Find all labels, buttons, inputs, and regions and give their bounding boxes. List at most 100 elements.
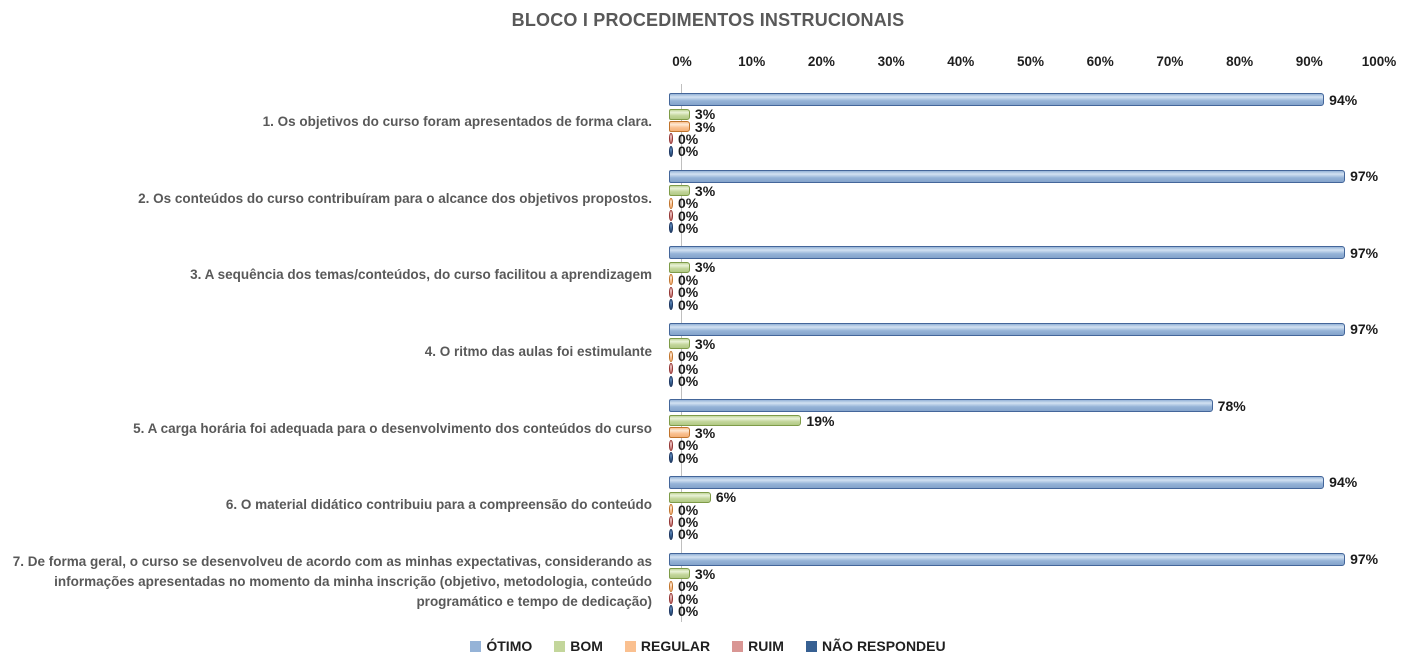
bar-não-respondeu (669, 299, 673, 311)
category-cell: 5. A carga horária foi adequada para o d… (0, 390, 668, 467)
bar-ótimo (669, 399, 1213, 413)
legend-swatch (805, 640, 817, 652)
bar-ruim (669, 363, 673, 375)
value-label: 0% (678, 195, 699, 212)
x-tick-label: 40% (947, 54, 975, 69)
bar-row: 3% (669, 566, 1416, 582)
value-label: 97% (1350, 321, 1379, 338)
bar-row: 94% (669, 91, 1416, 108)
value-label: 0% (678, 513, 699, 530)
bar-row: 0% (669, 373, 1416, 389)
value-label: 0% (678, 578, 699, 595)
bar-não-respondeu (669, 222, 673, 234)
value-label: 0% (678, 590, 699, 607)
value-label: 78% (1217, 397, 1246, 414)
category-cell: 6. O material didático contribuiu para a… (0, 467, 668, 544)
category-label: 4. O ritmo das aulas foi estimulante (424, 344, 652, 360)
bar-ótimo (669, 246, 1346, 260)
category-cell: 1. Os objetivos do curso foram apresenta… (0, 84, 668, 161)
bar-row: 0% (669, 578, 1416, 595)
bar-row: 97% (669, 244, 1416, 261)
value-label: 19% (806, 412, 835, 429)
value-label: 3% (694, 118, 716, 135)
bar-ótimo (669, 169, 1346, 183)
bar-row: 0% (669, 130, 1416, 147)
bar-row: 0% (669, 361, 1416, 377)
bar-group: 5. A carga horária foi adequada para o d… (0, 390, 1416, 467)
bar-ótimo (669, 93, 1325, 106)
category-cell: 2. Os conteúdos do curso contribuíram pa… (0, 161, 668, 238)
legend-swatch (732, 640, 744, 652)
bar-ruim (669, 210, 673, 222)
bars-cell: 94% 6% 0% 0% 0% (668, 467, 1416, 544)
bar-row: 0% (669, 502, 1416, 518)
value-label: 0% (678, 130, 699, 147)
bar-row: 6% (669, 489, 1416, 505)
legend-label: ÓTIMO (486, 638, 533, 654)
bar-não-respondeu (669, 528, 673, 540)
bar-row: 0% (669, 603, 1416, 619)
value-label: 0% (678, 271, 699, 288)
bar-row: 94% (669, 474, 1416, 491)
bar-row: 0% (669, 271, 1416, 288)
value-label: 3% (694, 106, 716, 123)
bars-cell: 97% 3% 0% 0% 0% (668, 544, 1416, 621)
value-label: 0% (678, 449, 699, 466)
x-tick-label: 0% (672, 54, 692, 69)
legend-swatch (470, 640, 482, 652)
bar-bom (669, 415, 802, 427)
value-label: 0% (678, 143, 699, 160)
bars-cell: 97% 3% 0% 0% 0% (668, 237, 1416, 314)
bars-cell: 78% 19% 3% 0% 0% (668, 390, 1416, 467)
value-label: 0% (678, 348, 699, 365)
value-label: 0% (678, 526, 699, 543)
category-label: 6. O material didático contribuiu para a… (225, 497, 652, 513)
bar-row: 0% (669, 437, 1416, 454)
bar-não-respondeu (669, 605, 673, 617)
y-axis-line (681, 84, 682, 622)
legend-label: RUIM (748, 638, 784, 654)
value-label: 3% (694, 424, 716, 441)
x-tick-label: 100% (1361, 54, 1397, 69)
bar-regular (669, 274, 673, 286)
bar-bom (669, 338, 690, 350)
bar-row: 0% (669, 513, 1416, 530)
legend-item: ÓTIMO (470, 638, 532, 654)
bar-row: 3% (669, 259, 1416, 276)
x-tick-label: 80% (1226, 54, 1254, 69)
bar-bom (669, 261, 690, 273)
category-cell: 3. A sequência dos temas/conteúdos, do c… (0, 237, 668, 314)
legend-item: NÃO RESPONDEU (805, 638, 946, 654)
x-tick-label: 20% (807, 54, 835, 69)
value-label: 94% (1329, 474, 1358, 491)
x-tick-label: 30% (877, 54, 905, 69)
bar-group: 1. Os objetivos do curso foram apresenta… (0, 84, 1416, 161)
bar-row: 78% (669, 397, 1416, 414)
bar-ótimo (669, 552, 1346, 566)
category-label: 1. Os objetivos do curso foram apresenta… (262, 114, 652, 130)
category-label: 5. A carga horária foi adequada para o d… (133, 420, 652, 436)
legend-label: BOM (570, 638, 603, 654)
bar-group: 4. O ritmo das aulas foi estimulante 97% 3… (0, 314, 1416, 391)
value-label: 0% (678, 207, 699, 224)
value-label: 0% (678, 219, 699, 236)
value-label: 97% (1350, 244, 1379, 261)
bars-cell: 94% 3% 3% 0% 0% (668, 84, 1416, 161)
value-label: 0% (678, 284, 699, 301)
bar-row: 0% (669, 207, 1416, 224)
bar-row: 3% (669, 106, 1416, 123)
legend-item: RUIM (732, 638, 784, 654)
bar-não-respondeu (669, 145, 673, 157)
value-label: 3% (694, 259, 716, 276)
bar-bom (669, 185, 690, 197)
bar-row: 0% (669, 297, 1416, 313)
value-label: 0% (678, 437, 699, 454)
category-label: 3. A sequência dos temas/conteúdos, do c… (190, 267, 652, 283)
bar-row: 0% (669, 219, 1416, 236)
bar-row: 97% (669, 168, 1416, 185)
category-label: 2. Os conteúdos do curso contribuíram pa… (138, 190, 652, 206)
bar-group: 3. A sequência dos temas/conteúdos, do c… (0, 237, 1416, 314)
bars-cell: 97% 3% 0% 0% 0% (668, 314, 1416, 391)
bar-bom (669, 491, 711, 503)
bar-group: 2. Os conteúdos do curso contribuíram pa… (0, 161, 1416, 238)
